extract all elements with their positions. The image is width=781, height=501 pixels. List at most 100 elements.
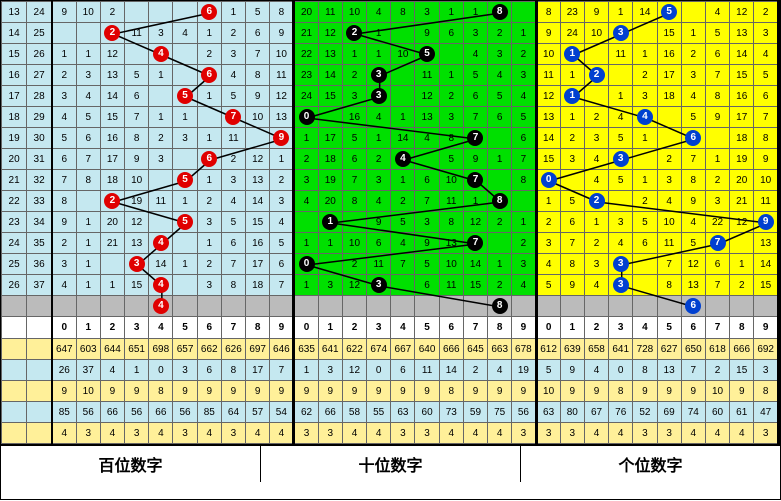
ball-marker: 1: [322, 214, 338, 230]
summary-cell: 626: [221, 339, 245, 360]
digit-cell: 9: [754, 212, 779, 233]
digit-cell: 7: [246, 44, 270, 65]
ball-marker: 3: [371, 67, 387, 83]
summary-cell: 9: [246, 381, 270, 402]
ball-marker: 8: [492, 298, 508, 314]
hundreds-label: 百位数字: [1, 446, 261, 482]
digit-cell: 12: [681, 254, 705, 275]
digit-cell: 6: [270, 254, 294, 275]
summary-cell: 1: [125, 360, 149, 381]
digit-cell: 2: [633, 191, 657, 212]
digit-cell: 10: [342, 233, 366, 254]
digit-cell: 1: [463, 2, 487, 23]
summary-cell: 9: [512, 381, 536, 402]
summary-cell: 58: [342, 402, 366, 423]
digit-cell: 8: [681, 170, 705, 191]
summary-cell: 641: [609, 339, 633, 360]
digit-cell: 16: [730, 86, 754, 107]
tens-label: 十位数字: [261, 446, 521, 482]
digit-cell: 1: [76, 212, 100, 233]
digit-cell: 1: [512, 23, 536, 44]
digit-cell: 3: [609, 212, 633, 233]
lead-cell: 33: [27, 191, 52, 212]
digit-cell: 9: [754, 149, 779, 170]
digit-cell: 11: [439, 191, 463, 212]
digit-cell: 3: [609, 149, 633, 170]
summary-cell: 646: [270, 339, 294, 360]
summary-cell: 3: [560, 423, 584, 444]
summary-cell: 0: [367, 360, 391, 381]
digit-cell: 7: [463, 170, 487, 191]
digit-cell: 20: [730, 170, 754, 191]
ball-marker: 9: [273, 130, 289, 146]
lead-cell: 19: [2, 128, 27, 149]
ball-marker: 0: [541, 172, 557, 188]
digit-cell: 16: [342, 107, 366, 128]
digit-cell: 6: [488, 107, 512, 128]
digit-cell: 15: [754, 275, 779, 296]
ball-marker: 1: [564, 46, 580, 62]
digit-cell: 2: [560, 128, 584, 149]
digit-cell: [633, 254, 657, 275]
lead-cell: 25: [2, 254, 27, 275]
summary-cell: 56: [76, 402, 100, 423]
summary-cell: 54: [270, 402, 294, 423]
digit-cell: 2: [270, 170, 294, 191]
digit-cell: 7: [657, 254, 681, 275]
digit-cell: 1: [221, 2, 245, 23]
units-label: 个位数字: [521, 446, 780, 482]
digit-cell: 6: [633, 233, 657, 254]
digit-cell: 1: [76, 254, 100, 275]
ball-marker: 6: [201, 4, 217, 20]
digit-cell: 20: [318, 191, 342, 212]
digit-cell: 20: [294, 2, 318, 23]
summary-cell: 75: [488, 402, 512, 423]
summary-cell: 9: [342, 381, 366, 402]
digit-cell: 1: [197, 23, 221, 44]
summary-cell: 674: [367, 339, 391, 360]
digit-cell: 14: [463, 254, 487, 275]
summary-cell: 76: [609, 402, 633, 423]
digit-cell: 19: [730, 149, 754, 170]
digit-cell: 1: [76, 233, 100, 254]
digit-cell: 5: [681, 107, 705, 128]
digit-cell: [294, 212, 318, 233]
lead-cell: 17: [2, 86, 27, 107]
digit-cell: 11: [754, 191, 779, 212]
digit-cell: 2: [584, 107, 608, 128]
digit-header-cell: 2: [584, 317, 608, 339]
digit-cell: 6: [197, 65, 221, 86]
digit-cell: 1: [294, 128, 318, 149]
ball-marker: 4: [637, 109, 653, 125]
digit-cell: 1: [197, 86, 221, 107]
digit-header-cell: 4: [149, 317, 173, 339]
digit-cell: 15: [463, 275, 487, 296]
digit-cell: 2: [342, 23, 366, 44]
data-row: 172834146515912241533122654121131848166: [2, 86, 779, 107]
digit-cell: 19: [318, 170, 342, 191]
lead-cell: 34: [27, 212, 52, 233]
summary-row: 434343434433443344433344334443: [2, 423, 779, 444]
digit-cell: [76, 191, 100, 212]
summary-cell: 627: [657, 339, 681, 360]
summary-cell: 4: [342, 423, 366, 444]
digit-cell: 18: [246, 275, 270, 296]
digit-cell: 5: [173, 170, 197, 191]
digit-cell: 3: [415, 2, 439, 23]
digit-cell: 10: [342, 2, 366, 23]
digit-cell: 4: [633, 107, 657, 128]
digit-cell: [342, 212, 366, 233]
digit-cell: 10: [270, 44, 294, 65]
digit-header-cell: 7: [221, 317, 245, 339]
summary-cell: 3: [221, 423, 245, 444]
digit-cell: 2: [512, 44, 536, 65]
lead-cell: 31: [27, 149, 52, 170]
summary-cell: 37: [76, 360, 100, 381]
ball-marker: 7: [467, 130, 483, 146]
digit-cell: [76, 23, 100, 44]
digit-cell: 13: [439, 233, 463, 254]
digit-cell: 9: [584, 2, 608, 23]
digit-cell: 19: [125, 191, 149, 212]
digit-header-cell: 0: [536, 317, 560, 339]
digit-cell: 9: [52, 212, 76, 233]
